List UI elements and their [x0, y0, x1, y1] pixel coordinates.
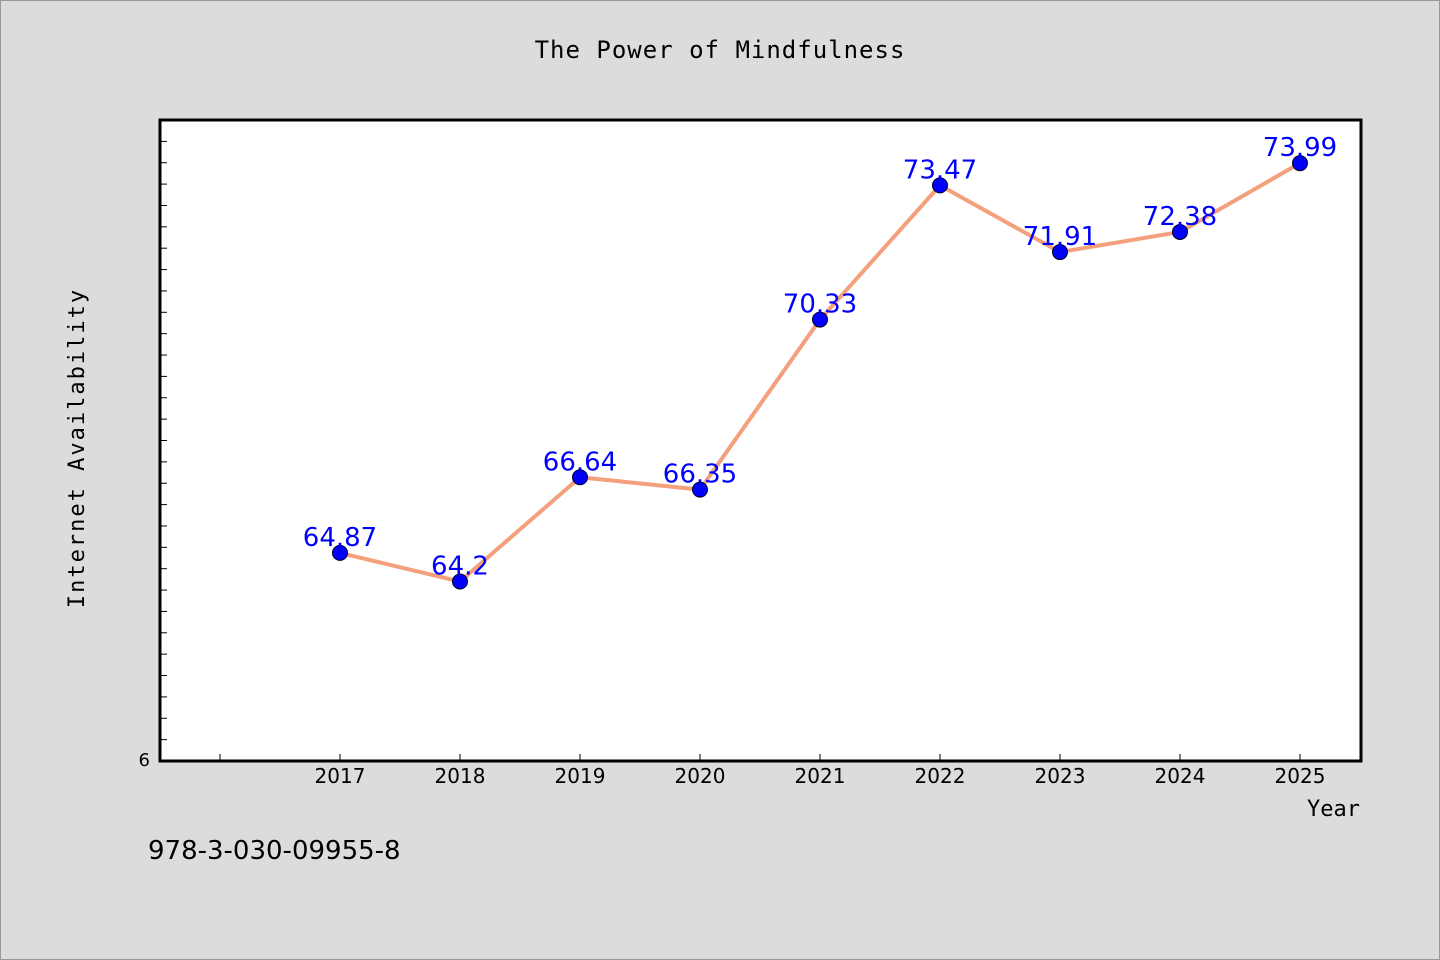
x-tick-label: 2024 [1155, 764, 1206, 788]
data-label: 66.64 [543, 447, 617, 477]
data-label: 73.99 [1263, 133, 1337, 163]
data-label: 73.47 [903, 155, 977, 185]
x-tick-label: 2022 [915, 764, 966, 788]
data-point [1172, 223, 1188, 240]
x-tick-label: 2021 [795, 764, 846, 788]
x-tick-label: 2023 [1035, 764, 1086, 788]
isbn-code: 978-3-030-09955-8 [148, 836, 401, 866]
y-tick-label: 6 [139, 750, 150, 771]
data-point [1292, 155, 1308, 172]
chart-title: The Power of Mindfulness [534, 36, 906, 64]
data-point [932, 177, 948, 194]
plot-area [158, 118, 1363, 763]
data-label: 71.91 [1023, 222, 1097, 252]
x-axis-ticks [219, 754, 1301, 761]
x-tick-label: 2018 [435, 764, 486, 788]
x-tick-label: 2025 [1275, 764, 1326, 788]
y-axis-label: Internet Availability [65, 288, 90, 608]
data-point [692, 481, 708, 498]
x-tick-label: 2017 [315, 764, 366, 788]
data-point [1052, 244, 1068, 261]
data-label: 70.33 [783, 290, 857, 320]
data-point [452, 573, 468, 590]
x-tick-label: 2019 [555, 764, 606, 788]
data-labels: 64.87 64.2 66.64 66.35 70.33 73.47 71.91 72.38 7… [303, 133, 1337, 581]
data-label: 64.2 [431, 552, 489, 582]
x-tick-labels: 2017 2018 2019 2020 2021 2022 2023 2024 2025 [315, 764, 1326, 788]
data-label: 66.35 [663, 460, 737, 490]
data-point [812, 311, 828, 328]
data-markers [332, 155, 1308, 590]
data-point [332, 544, 348, 561]
data-label: 64.87 [303, 523, 377, 553]
x-tick-label: 2020 [675, 764, 726, 788]
data-point [572, 469, 588, 486]
data-label: 72.38 [1143, 202, 1217, 232]
x-axis-label: Year [1307, 797, 1360, 822]
y-axis-ticks [160, 140, 167, 741]
